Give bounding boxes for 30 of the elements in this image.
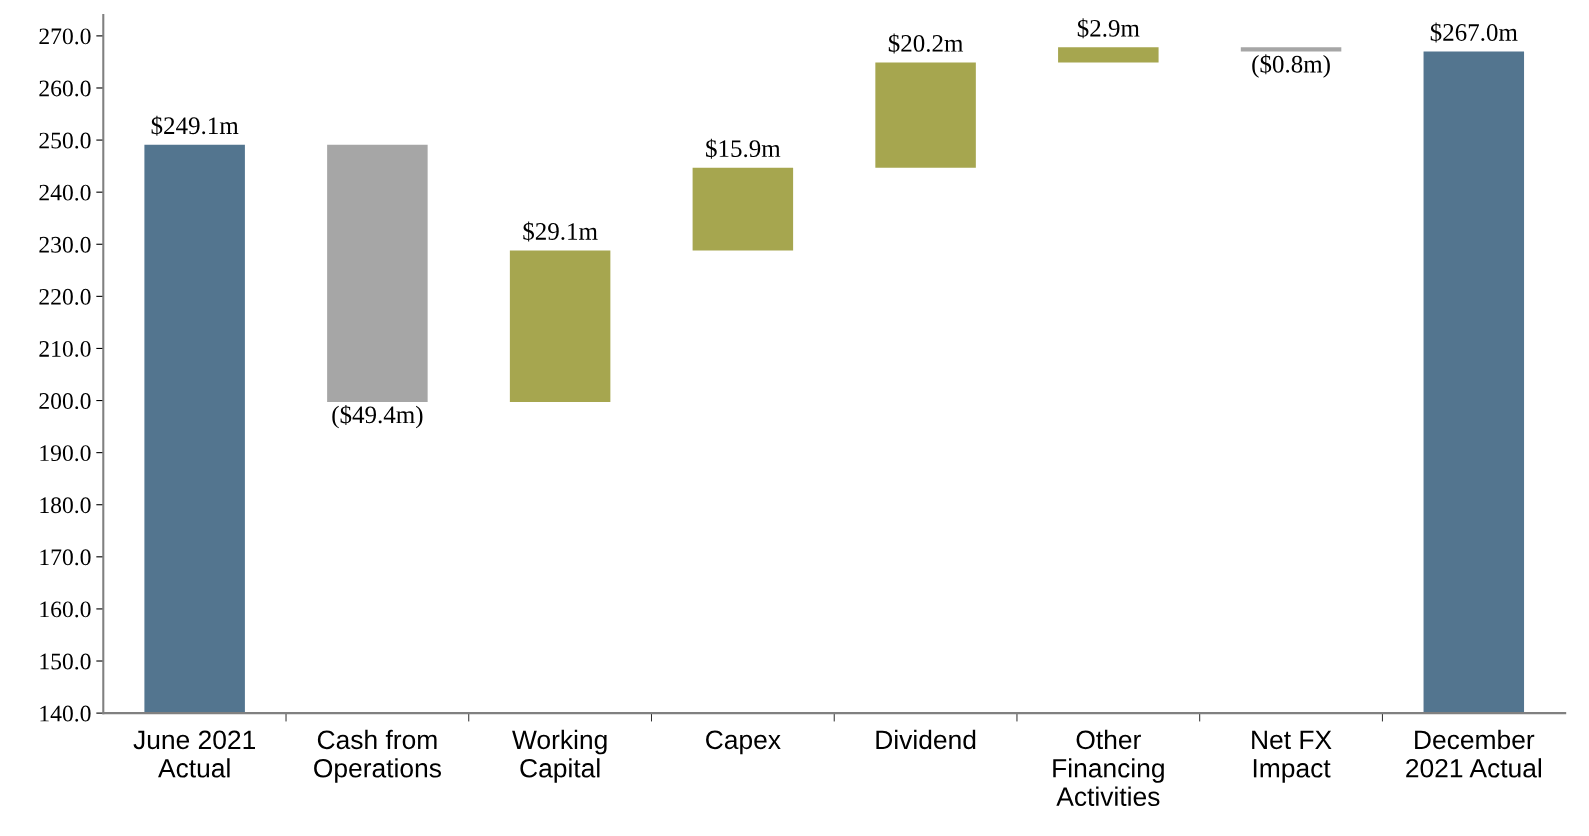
x-tick-label: June 2021 Actual [133, 730, 255, 778]
data-label: ($49.4m) [332, 404, 423, 429]
y-tick-label: 210.0 [39, 340, 91, 357]
x-tick-label: Net FX Impact [1252, 730, 1332, 783]
x-tick-label: Other Financing Activities [1053, 729, 1164, 807]
y-tick-label: 170.0 [40, 549, 91, 566]
y-tick-label: 260.0 [39, 80, 91, 97]
x-tick-label: Capex [706, 730, 781, 755]
data-label: $249.1m [151, 115, 239, 136]
y-tick-label: 150.0 [40, 653, 91, 670]
data-label: $29.1m [523, 221, 598, 242]
y-tick-label: 270.0 [39, 28, 91, 45]
data-label: $20.2m [888, 33, 964, 54]
data-label: $267.0m [1430, 22, 1518, 43]
y-tick-label: 250.0 [39, 132, 91, 149]
x-tick-label: Dividend [876, 729, 976, 750]
y-tick-label: 190.0 [40, 445, 91, 462]
x-tick-label: Working Capital [512, 729, 607, 783]
y-tick-label: 200.0 [39, 393, 91, 410]
data-label: $15.9m [706, 138, 781, 159]
y-tick-label: 180.0 [40, 497, 91, 514]
data-label: $2.9m [1077, 18, 1140, 39]
y-tick-label: 160.0 [40, 601, 91, 618]
y-tick-label: 220.0 [39, 288, 91, 305]
x-tick-label: Cash from Operations [314, 729, 441, 783]
y-tick-label: 230.0 [39, 236, 91, 253]
y-tick-label: 240.0 [39, 184, 91, 201]
data-label: ($0.8m) [1252, 54, 1330, 78]
x-tick-label: December 2021 Actual [1406, 729, 1541, 778]
y-tick-label: 140.0 [40, 705, 91, 722]
